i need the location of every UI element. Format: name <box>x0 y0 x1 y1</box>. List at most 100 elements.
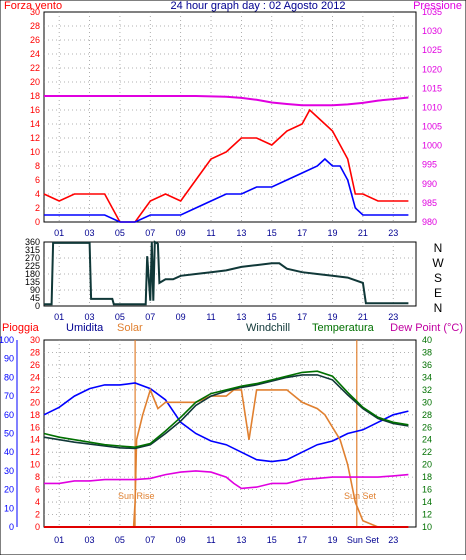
temp-tick-label: 12 <box>422 510 432 520</box>
panel2-series <box>44 240 409 306</box>
rain-label: Pioggia <box>2 322 40 334</box>
direction-tick-label: 360 <box>25 237 40 247</box>
x-tick-label: Sun Set <box>347 535 380 545</box>
right-tick-label: 1035 <box>422 7 442 17</box>
rain-tick-label: 24 <box>30 372 40 382</box>
pressure-line <box>44 95 409 107</box>
rain-tick-label: 18 <box>30 410 40 420</box>
humidity-tick-label: 60 <box>4 410 14 420</box>
wind-direction-line <box>44 240 409 306</box>
left-tick-label: 12 <box>30 133 40 143</box>
left-tick-label: 24 <box>30 49 40 59</box>
right-tick-label: 980 <box>422 217 437 227</box>
right-tick-label: 1015 <box>422 83 442 93</box>
x-tick-label: 15 <box>267 312 277 322</box>
x-tick-label: 11 <box>206 312 215 322</box>
humidity-tick-label: 80 <box>4 372 14 382</box>
rain-tick-label: 12 <box>30 447 40 457</box>
humidity-tick-label: 90 <box>4 354 14 364</box>
panel3-humidity-ticks: 0 10 20 30 40 50 60 70 80 90 100 <box>0 335 18 532</box>
rain-tick-label: 20 <box>30 397 40 407</box>
compass-label: S <box>434 271 442 285</box>
chart-title: 24 hour graph day : 02 Agosto 2012 <box>171 0 346 12</box>
left-tick-label: 28 <box>30 21 40 31</box>
right-tick-label: 995 <box>422 160 437 170</box>
x-tick-label: 03 <box>85 312 95 322</box>
x-tick-label: 15 <box>267 228 277 238</box>
rain-tick-label: 10 <box>30 460 40 470</box>
x-tick-label: 21 <box>358 228 368 238</box>
x-tick-label: 11 <box>206 228 215 238</box>
sunrise-label: Sun Rise <box>118 491 155 501</box>
right-tick-label: 1025 <box>422 45 442 55</box>
x-tick-label: 03 <box>85 228 95 238</box>
x-tick-label: 13 <box>236 228 246 238</box>
x-tick-label: 09 <box>176 535 186 545</box>
wind-force-label: Forza vento <box>4 0 62 12</box>
humidity-tick-label: 40 <box>4 447 14 457</box>
panel1-grid <box>44 12 416 222</box>
humidity-tick-label: 30 <box>4 466 14 476</box>
temp-tick-label: 10 <box>422 522 432 532</box>
right-tick-label: 1020 <box>422 64 442 74</box>
panel3-x-ticks: 01 03 05 07 09 11 13 15 17 19 Sun Set 23 <box>54 535 398 545</box>
temp-tick-label: 32 <box>422 385 432 395</box>
compass-label: W <box>432 256 444 270</box>
x-tick-label: 07 <box>145 228 155 238</box>
direction-tick-label: 135 <box>25 277 40 287</box>
rain-tick-label: 4 <box>35 497 40 507</box>
right-tick-label: 1005 <box>422 122 442 132</box>
humidity-tick-label: 10 <box>4 503 14 513</box>
temperature-label: Temperatura <box>312 322 375 334</box>
left-tick-label: 0 <box>35 217 40 227</box>
temp-tick-label: 30 <box>422 397 432 407</box>
rain-tick-label: 28 <box>30 347 40 357</box>
right-tick-label: 985 <box>422 198 437 208</box>
right-tick-label: 1010 <box>422 102 442 112</box>
x-tick-label: 19 <box>327 228 337 238</box>
x-tick-label: 11 <box>206 535 215 545</box>
direction-tick-label: 270 <box>25 253 40 263</box>
x-tick-label: 23 <box>388 535 398 545</box>
panel1-x-ticks: 01 03 05 07 09 11 13 15 17 19 21 23 <box>54 228 398 238</box>
wind-gust-line <box>43 108 409 223</box>
left-tick-label: 16 <box>30 105 40 115</box>
x-tick-label: 23 <box>388 228 398 238</box>
x-tick-label: 19 <box>327 312 337 322</box>
x-tick-label: 07 <box>145 312 155 322</box>
humidity-tick-label: 70 <box>4 391 14 401</box>
left-tick-label: 6 <box>35 175 40 185</box>
temp-tick-label: 14 <box>422 497 432 507</box>
x-tick-label: 21 <box>358 312 368 322</box>
temp-tick-label: 16 <box>422 485 432 495</box>
left-tick-label: 22 <box>30 63 40 73</box>
wind-average-line <box>44 157 409 223</box>
x-tick-label: 17 <box>297 228 307 238</box>
humidity-tick-label: 0 <box>9 522 14 532</box>
temp-tick-label: 22 <box>422 447 432 457</box>
sunset-label: Sun Set <box>344 491 377 501</box>
x-tick-label: 23 <box>388 312 398 322</box>
temp-tick-label: 26 <box>422 422 432 432</box>
humidity-line <box>43 382 409 463</box>
compass-label: E <box>434 286 442 300</box>
solar-label: Solar <box>117 322 143 334</box>
temp-tick-label: 40 <box>422 335 432 345</box>
rain-tick-label: 30 <box>30 335 40 345</box>
x-tick-label: 07 <box>145 535 155 545</box>
x-tick-label: 01 <box>54 535 64 545</box>
temp-tick-label: 34 <box>422 372 432 382</box>
left-tick-label: 30 <box>30 7 40 17</box>
x-tick-label: 01 <box>54 228 64 238</box>
direction-tick-label: 180 <box>25 269 40 279</box>
rain-tick-label: 26 <box>30 360 40 370</box>
compass-label: N <box>434 241 443 255</box>
rain-tick-label: 8 <box>35 472 40 482</box>
panel3-series <box>43 340 409 528</box>
windchill-line <box>43 374 409 450</box>
panel1-plot-area <box>43 11 417 223</box>
